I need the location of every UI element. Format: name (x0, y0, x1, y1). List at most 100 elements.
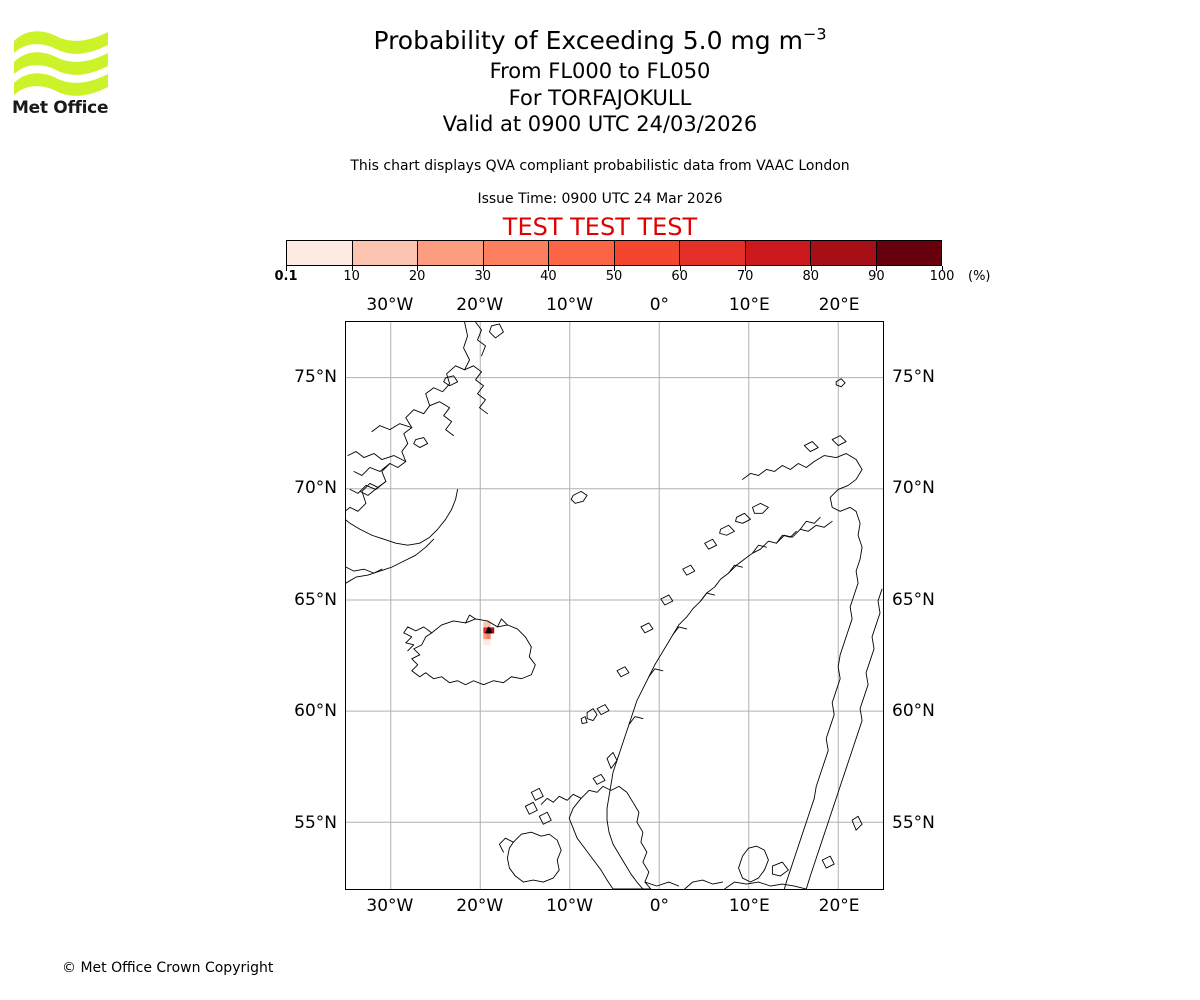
coastline-kola-islet-b (831, 435, 847, 447)
coastline-norway-island-f (596, 704, 610, 716)
coastline-north-germany (724, 881, 807, 889)
lat-label-right-75°N: 75°N (892, 366, 935, 387)
coastline-norway-fjord-g (648, 668, 664, 678)
coastline-greenland-island-c (413, 437, 429, 449)
lon-label-bottom-0°: 0° (649, 896, 670, 916)
coastline-greenland-fjord-b (429, 401, 455, 437)
coastline-faroe-islands (586, 708, 598, 722)
coastline-lofoten-b (735, 512, 751, 524)
coastline-greenland-southtip (346, 538, 435, 584)
lat-label-right-60°N: 60°N (892, 701, 935, 722)
colorbar-tick-labels: 0.1 10 20 30 40 50 60 70 80 90 100 (274, 269, 954, 287)
coastline-hebrides-c (538, 811, 552, 825)
coastline-greenland-cape (475, 322, 486, 357)
probability-colorbar (286, 240, 942, 266)
coastline-hebrides-a (530, 787, 544, 801)
lon-label-bottom-30°W: 30°W (366, 896, 414, 916)
chart-title-exponent: −3 (802, 24, 827, 44)
map-canvas (346, 322, 883, 889)
lat-label-left-60°N: 60°N (294, 701, 337, 722)
issue-time-label: Issue Time: 0900 UTC 24 Mar 2026 (477, 191, 723, 207)
coastline-greenland-south (346, 488, 459, 546)
colorbar-label-40: 40 (540, 269, 557, 284)
colorbar-label-20: 20 (408, 269, 426, 284)
lon-label-top-20°W: 20°W (456, 295, 504, 315)
coastline-france-channel (644, 881, 680, 887)
colorbar-band-3 (482, 241, 548, 265)
met-office-logo: Met Office (12, 22, 122, 117)
lat-label-right-70°N: 70°N (892, 478, 935, 499)
coastline-norway-fjord-h (628, 716, 644, 726)
volcano-marker (484, 626, 493, 634)
colorbar-band-9 (875, 241, 941, 265)
logo-wave-bottom (14, 73, 108, 96)
coastline-orkney (592, 773, 606, 785)
chart-title-block: Probability of Exceeding 5.0 mg m−3 From… (0, 24, 1200, 138)
lat-label-right-55°N: 55°N (892, 813, 935, 834)
coastline-norway-island-a (704, 538, 718, 550)
colorbar-tick-100 (942, 266, 943, 271)
coastline-norway-island-c (660, 594, 674, 606)
coastline-greenland-island-b (443, 375, 459, 387)
coastline-great-britain (568, 785, 652, 889)
coastline-iceland (411, 618, 536, 686)
colorbar-tick-90 (876, 266, 878, 271)
chart-title-text: Probability of Exceeding 5.0 mg m (373, 26, 803, 55)
coastline-hebrides-b (524, 801, 538, 815)
coastline-iceland-westfjords (403, 626, 433, 652)
colorbar-band-4 (548, 241, 614, 265)
colorbar-band-8 (810, 241, 876, 265)
colorbar-label-10: 10 (343, 269, 360, 284)
lon-label-bottom-20°W: 20°W (456, 896, 504, 916)
ash-cell-4 (490, 627, 495, 634)
colorbar-tick-80 (810, 266, 812, 271)
coastline-finnmark (742, 461, 815, 480)
coastline-sweden-east (805, 588, 883, 889)
met-office-logo-mark: Met Office (12, 31, 108, 117)
colorbar-unit-label: (%) (968, 269, 991, 284)
lon-label-top-10°E: 10°E (728, 295, 770, 315)
coastline-lofoten-a (752, 502, 769, 514)
coastline-greenland-west (346, 566, 383, 574)
lon-label-top-20°E: 20°E (818, 295, 860, 315)
coastline-svalbard-islet (835, 378, 846, 388)
ash-cell-6 (486, 633, 491, 640)
lat-label-right-65°N: 65°N (892, 589, 935, 610)
colorbar-label-30: 30 (474, 269, 492, 284)
chart-title: Probability of Exceeding 5.0 mg m−3 (0, 24, 1200, 58)
coastline-greenland-inlet-b (371, 423, 413, 433)
coastline-norway-fjord-a (799, 516, 821, 530)
colorbar-tick-70 (745, 266, 747, 271)
coastline-lofoten-c (719, 524, 736, 536)
coastline-iceland-fjord-north (465, 614, 476, 624)
lon-label-top-0°: 0° (649, 295, 670, 315)
coastline-greenland-inlet-d (359, 486, 379, 496)
colorbar-ticks (286, 266, 943, 274)
colorbar-label-70: 70 (736, 269, 754, 284)
lat-label-left-75°N: 75°N (294, 366, 337, 387)
copyright-notice: © Met Office Crown Copyright (62, 960, 274, 976)
lon-label-top-10°W: 10°W (546, 295, 594, 315)
coastline-baltic-islet (821, 855, 835, 869)
colorbar-label-60: 60 (671, 269, 688, 284)
ash-cell-0 (483, 621, 488, 628)
lon-label-bottom-10°W: 10°W (546, 896, 594, 916)
coastline-norway-island-e (616, 666, 630, 678)
coastline-scotland-west (540, 793, 582, 805)
colorbar-label-80: 80 (802, 269, 820, 284)
lat-label-left-65°N: 65°N (294, 589, 337, 610)
coastline-iceland-fjord-ne (496, 618, 508, 628)
coastline-ireland (506, 831, 562, 883)
coastline-norway-fjord-d (728, 564, 743, 574)
flight-level-subtitle: From FL000 to FL050 (489, 59, 711, 83)
colorbar-label-90: 90 (868, 269, 885, 284)
map-gridlines (346, 322, 883, 889)
colorbar-band-2 (417, 241, 483, 265)
logo-wave-top (14, 31, 108, 54)
map-panel (345, 321, 884, 890)
coastline-ireland-northwest (498, 837, 514, 853)
coastline-shetland (606, 752, 618, 769)
coastline-gotland (851, 815, 863, 831)
lon-label-bottom-10°E: 10°E (728, 896, 770, 916)
test-banner: TEST TEST TEST (502, 213, 698, 241)
